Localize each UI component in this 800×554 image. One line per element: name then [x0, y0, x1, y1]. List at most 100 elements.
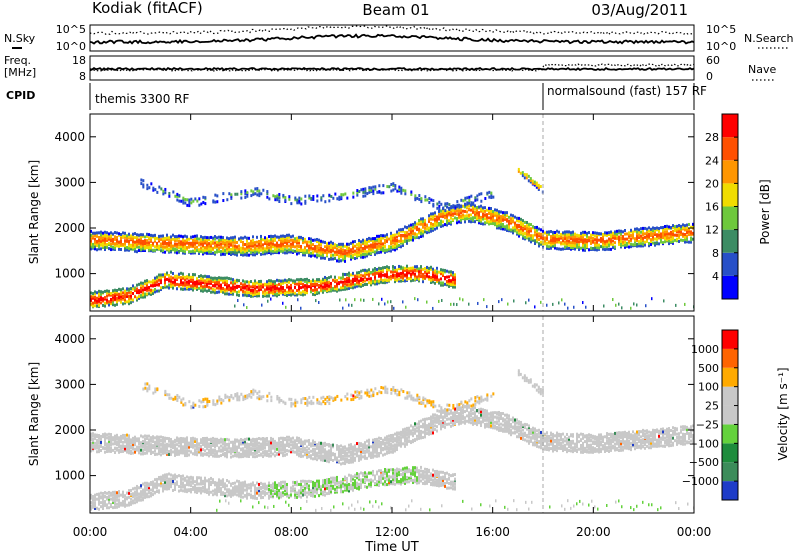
power-cell-2983: [362, 268, 364, 272]
power-cell-2737: [282, 286, 284, 290]
power-cell-3236: [450, 282, 452, 286]
power-cell-287: [168, 241, 170, 245]
power-cell-3232: [448, 278, 450, 282]
power-cell-1132: [404, 234, 406, 238]
power-cell-1582: [532, 238, 534, 242]
power-cell-291: [170, 248, 172, 252]
power-cell-2608: [242, 283, 244, 287]
velocity-cell-999: [362, 448, 364, 452]
power-cell-1040: [378, 241, 380, 245]
velocity-cell-590: [250, 449, 252, 453]
power-cell-841: [322, 256, 324, 260]
power-cell-417: [204, 246, 206, 250]
power-cell-497: [224, 238, 226, 242]
power-cell-101: [116, 236, 118, 240]
velocity-cell-225: [150, 437, 152, 441]
power-cell-719: [286, 244, 288, 248]
power-cell-3493: [444, 202, 447, 206]
power-cell-361: [188, 237, 190, 241]
power-cell-1464: [500, 225, 502, 229]
power-cell-667: [272, 239, 274, 243]
velocity-cell-948: [348, 454, 350, 458]
velocity-cell-818: [312, 443, 314, 447]
velocity-cell-176: [138, 445, 140, 449]
power-cell-3302: [198, 203, 201, 207]
power-cell-2666: [262, 294, 264, 298]
power-cell-1972: [644, 232, 646, 236]
power-cell-1192: [420, 217, 422, 221]
velocity-cell-52: [104, 447, 106, 451]
power-cell-940: [350, 241, 352, 245]
power-cell-57: [104, 238, 106, 242]
power-cell-338: [182, 240, 184, 244]
power-cell-3443: [382, 191, 385, 195]
power-cell-2731: [280, 282, 282, 286]
velocity-cell-613: [256, 454, 258, 458]
power-cell-1854: [610, 247, 612, 251]
velocity-cell-493: [224, 451, 226, 455]
power-cell-3535: [519, 171, 522, 175]
power-cell-2812: [306, 280, 308, 284]
power-cell-2009: [656, 241, 658, 245]
velocity-cell-56: [104, 437, 106, 441]
power-cell-1224: [430, 214, 432, 218]
power-cell-1482: [504, 216, 506, 220]
power-cell-1178: [416, 222, 418, 226]
power-cell-560: [242, 243, 244, 247]
power-cell-2194: [106, 298, 108, 302]
power-cell-44: [100, 230, 102, 234]
power-cell-3311: [212, 199, 215, 203]
power-cell-3265: [150, 182, 153, 186]
power-cell-2762: [290, 285, 292, 289]
velocity-cell-1089: [388, 443, 390, 447]
power-cell-802: [310, 240, 312, 244]
power-cell-438: [210, 251, 212, 255]
velocity-cell-1258: [436, 425, 438, 429]
power-cell-3544: [529, 180, 532, 184]
velocity-cell-150: [130, 446, 132, 450]
power-cell-1994: [650, 227, 652, 231]
power-cell-2724: [278, 282, 280, 286]
velocity-cell-1239: [430, 419, 432, 423]
power-cell-850: [324, 245, 326, 249]
power-cell-3578: [351, 303, 353, 307]
power-cell-219: [148, 233, 150, 237]
velocity-cell-1016: [368, 454, 370, 458]
power-cell-175: [138, 248, 140, 252]
power-cell-1269: [444, 215, 446, 219]
velocity-cell-1290: [446, 422, 448, 426]
power-cell-29: [96, 231, 98, 235]
power-cell-311: [174, 235, 176, 239]
power-cell-3191: [434, 281, 436, 285]
power-cell-2607: [242, 285, 244, 289]
velocity-cell-886: [330, 452, 332, 456]
power-cell-1743: [578, 245, 580, 249]
power-cell-832: [320, 256, 322, 260]
power-cell-2323: [148, 288, 150, 292]
velocity-cell-73: [108, 435, 110, 439]
velocity-cell-161: [134, 450, 136, 454]
power-cell-1997: [652, 235, 654, 239]
power-cell-360: [188, 241, 190, 245]
power-cell-2570: [230, 292, 232, 296]
power-cell-0: [90, 247, 92, 251]
power-cell-2275: [130, 287, 132, 291]
power-cell-1097: [394, 238, 396, 242]
power-cell-1267: [444, 223, 446, 227]
velocity-cell-568: [244, 449, 246, 453]
power-cell-3529: [490, 196, 493, 200]
power-cell-1632: [546, 230, 548, 234]
power-cell-1757: [582, 243, 584, 247]
velocity-cell-324: [178, 449, 180, 453]
velocity-cell-786: [302, 446, 304, 450]
power-cell-2882: [328, 276, 330, 280]
power-cell-897: [338, 242, 340, 246]
power-cell-742: [292, 242, 294, 246]
velocity-cell-129: [124, 434, 126, 438]
power-cell-2000: [652, 226, 654, 230]
power-cell-1299: [452, 212, 454, 216]
power-cell-3246: [452, 277, 454, 281]
power-cell-2690: [268, 282, 270, 286]
power-cell-2231: [118, 298, 120, 302]
power-cell-1863: [612, 243, 614, 247]
